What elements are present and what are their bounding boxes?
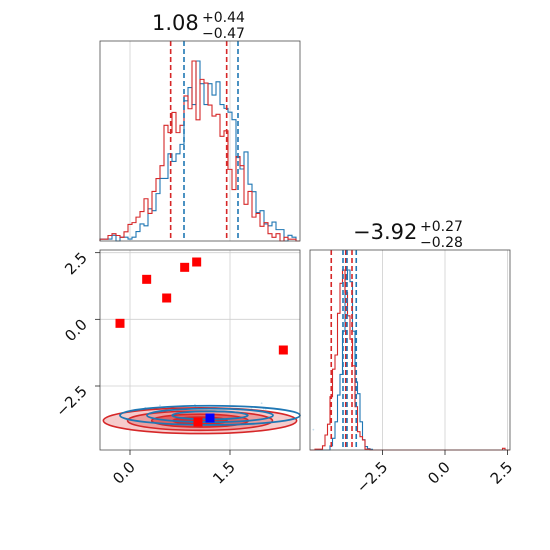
- scatter-sample-point: [260, 402, 263, 405]
- scatter-y-ticks: 2.5 0.0 −2.5: [52, 249, 100, 421]
- blue-marker-point: [205, 413, 215, 423]
- red-marker-point: [193, 417, 203, 427]
- hist-param2-x-tick-label: 0.0: [424, 458, 454, 488]
- hist-param1-blue-series: [99, 60, 300, 242]
- red-marker-point: [162, 293, 172, 303]
- scatter-sample-point: [159, 404, 161, 407]
- scatter-x-tick-label: 1.5: [209, 458, 239, 488]
- red-marker-point: [180, 262, 190, 272]
- red-marker-point: [192, 257, 202, 267]
- scatter-markers: [115, 257, 288, 427]
- scatter-y-tick-label: 0.0: [61, 315, 91, 345]
- red-marker-point: [142, 274, 152, 284]
- scatter-y-tick-label: −2.5: [52, 382, 90, 420]
- hist-param2-panel: −2.5 0.0 2.5: [309, 249, 516, 497]
- scatter-panel: 0.0 1.5 2.5 0.0 −2.5: [52, 249, 315, 488]
- hist-param1-frame: [99, 40, 301, 242]
- scatter-x-ticks: 0.0 1.5: [109, 450, 239, 488]
- param1-title-value: 1.08: [152, 11, 199, 35]
- hist-param1-quantiles: [169, 41, 239, 241]
- scatter-x-tick-label: 0.0: [109, 458, 139, 488]
- hist-param2-red-series: [310, 269, 510, 451]
- hist-param1-panel: [99, 40, 301, 242]
- param2-title: −3.92 +0.27 −0.28: [353, 219, 463, 251]
- hist-param2-x-ticks: −2.5 0.0 2.5: [353, 450, 516, 497]
- red-marker-point: [278, 345, 288, 355]
- hist-param2-series: [310, 269, 510, 451]
- param1-title-upper: +0.44: [202, 10, 245, 26]
- param1-title-lower: −0.47: [202, 26, 245, 42]
- hist-param1-series: [99, 60, 300, 242]
- hist-param2-quantiles: [330, 250, 358, 450]
- hist-param2-x-tick-label: 2.5: [487, 458, 517, 488]
- param1-title: 1.08 +0.44 −0.47: [152, 10, 245, 42]
- hist-param1-red-series: [99, 60, 300, 242]
- param2-title-upper: +0.27: [420, 219, 463, 235]
- scatter-frame: [99, 249, 301, 451]
- param2-title-lower: −0.28: [420, 235, 463, 251]
- hist-param2-frame: [309, 249, 511, 451]
- red-marker-point: [115, 318, 125, 328]
- scatter-y-tick-label: 2.5: [61, 249, 91, 279]
- scatter-sample-point: [312, 428, 315, 431]
- hist-param2-x-tick-label: −2.5: [353, 458, 391, 496]
- param2-title-value: −3.92: [353, 220, 417, 244]
- hist-param2-grid: [382, 250, 508, 450]
- hist-param1-grid: [129, 41, 231, 241]
